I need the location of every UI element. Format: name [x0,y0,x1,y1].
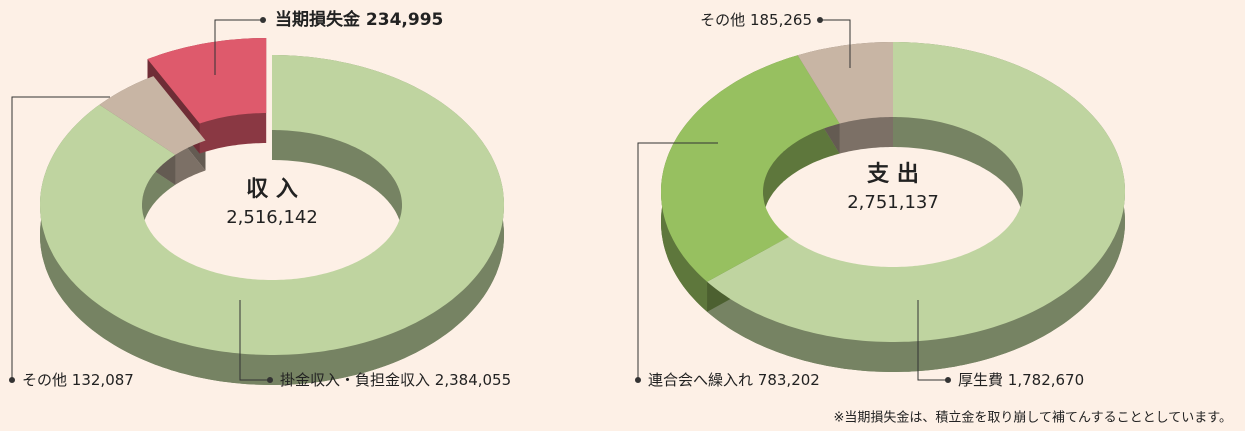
slice [147,38,267,124]
dot [267,377,273,383]
donut-top [40,38,504,355]
category: 厚生費 [958,371,1003,389]
slice-label: その他 132,087 [22,371,134,389]
dot [9,377,15,383]
chart-title: 収 入 [246,177,298,202]
chart-title: 支 出 [867,162,919,187]
dot [635,377,641,383]
slice [99,76,206,155]
slice-label: 当期損失金 234,995 [275,9,443,30]
leader-line [820,19,851,68]
category: その他 [700,11,745,29]
dot [817,17,823,23]
donuts [40,38,1125,385]
slice [661,55,840,282]
leader-line [637,142,718,380]
value-label: 783,202 [758,371,820,389]
leader-line [239,300,270,381]
category: 掛金収入・負担金収入 [280,371,430,389]
slice [797,42,893,124]
slice [40,55,504,355]
value-label: 132,087 [72,371,134,389]
donut-top [661,42,1125,342]
slice-label: 連合会へ繰入れ 783,202 [648,371,820,389]
leader-dots [9,17,951,383]
value-label: 2,384,055 [435,371,511,389]
category: 当期損失金 [275,9,361,30]
slice-label: その他 185,265 [700,11,812,29]
chart-subtitle: 2,516,142 [226,207,318,228]
leader-line [917,300,948,381]
slice [707,42,1125,342]
value-label: 185,265 [750,11,812,29]
slice-label: 掛金収入・負担金収入 2,384,055 [280,371,511,389]
value-label: 1,782,670 [1008,371,1084,389]
value-label: 234,995 [366,10,443,30]
category: 連合会へ繰入れ [648,371,753,389]
chart-subtitle: 2,751,137 [847,192,939,213]
slice-side [707,42,1125,372]
category: その他 [22,371,67,389]
dot [945,377,951,383]
leader-line [214,19,263,75]
slice-label: 厚生費 1,782,670 [958,371,1084,389]
leader-line [11,96,110,380]
dot [260,17,266,23]
footnote: ※当期損失金は、積立金を取り崩して補てんすることとしています。 [833,410,1232,426]
